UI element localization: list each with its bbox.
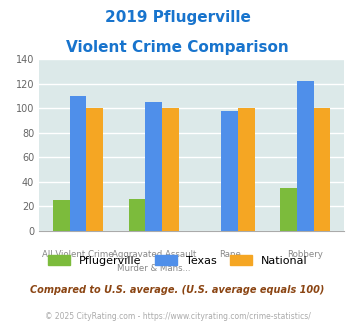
Text: 2019 Pflugerville: 2019 Pflugerville	[105, 10, 250, 25]
Text: Robbery: Robbery	[288, 250, 323, 259]
Bar	[70, 96, 86, 231]
Text: © 2025 CityRating.com - https://www.cityrating.com/crime-statistics/: © 2025 CityRating.com - https://www.city…	[45, 312, 310, 321]
Bar	[238, 109, 255, 231]
Text: Aggravated Assault: Aggravated Assault	[111, 250, 196, 259]
Bar	[280, 188, 297, 231]
Bar	[314, 109, 331, 231]
Bar	[53, 200, 70, 231]
Bar	[221, 111, 238, 231]
Text: Compared to U.S. average. (U.S. average equals 100): Compared to U.S. average. (U.S. average …	[30, 285, 325, 295]
Bar	[162, 109, 179, 231]
Bar	[146, 102, 162, 231]
Text: Rape: Rape	[219, 250, 241, 259]
Bar	[129, 199, 146, 231]
Bar	[297, 82, 314, 231]
Legend: Pflugerville, Texas, National: Pflugerville, Texas, National	[44, 251, 311, 269]
Text: All Violent Crime: All Violent Crime	[42, 250, 114, 259]
Text: Violent Crime Comparison: Violent Crime Comparison	[66, 40, 289, 54]
Text: Murder & Mans...: Murder & Mans...	[117, 264, 191, 273]
Bar	[86, 109, 103, 231]
